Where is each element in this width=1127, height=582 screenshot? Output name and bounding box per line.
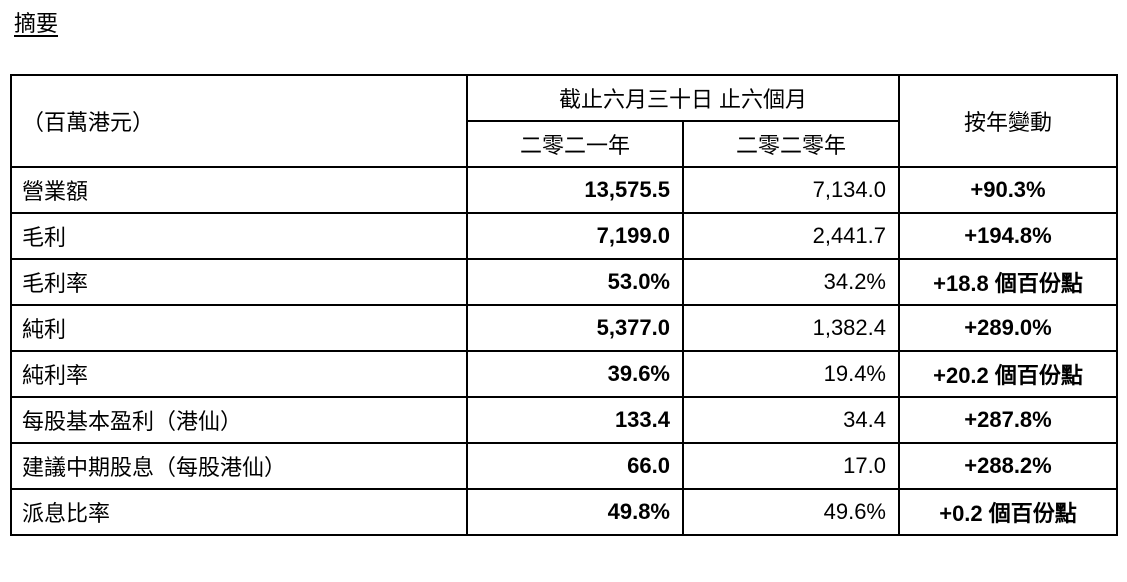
value-2020: 34.4 (682, 396, 900, 444)
data-row: 營業額 13,575.5 7,134.0 +90.3% (10, 166, 1118, 214)
value-2021: 49.8% (466, 488, 684, 536)
header-row: （百萬港元） 截止六月三十日 止六個月 按年變動 (10, 74, 1118, 168)
row-label: 純利 (10, 304, 468, 352)
period-cell: 截止六月三十日 止六個月 (466, 74, 900, 122)
value-2020: 1,382.4 (682, 304, 900, 352)
data-row: 純利率 39.6% 19.4% +20.2 個百份點 (10, 350, 1118, 398)
value-2021: 7,199.0 (466, 212, 684, 260)
data-row: 每股基本盈利（港仙） 133.4 34.4 +287.8% (10, 396, 1118, 444)
yoy-change: +194.8% (898, 212, 1118, 260)
change-header: 按年變動 (898, 74, 1118, 168)
value-2021: 39.6% (466, 350, 684, 398)
value-2020: 19.4% (682, 350, 900, 398)
summary-table: （百萬港元） 截止六月三十日 止六個月 按年變動 二零二一年 二零二零年 營業額… (10, 74, 1118, 536)
year-cell: 二零二一年 (466, 120, 684, 168)
yoy-change: +18.8 個百份點 (898, 258, 1118, 306)
yoy-change: +20.2 個百份點 (898, 350, 1118, 398)
row-label: 毛利率 (10, 258, 468, 306)
data-row: 毛利 7,199.0 2,441.7 +194.8% (10, 212, 1118, 260)
value-2021: 53.0% (466, 258, 684, 306)
section-title: 摘要 (14, 11, 59, 36)
row-label: 建議中期股息（每股港仙） (10, 442, 468, 490)
value-2021: 133.4 (466, 396, 684, 444)
value-2020: 17.0 (682, 442, 900, 490)
data-row: 純利 5,377.0 1,382.4 +289.0% (10, 304, 1118, 352)
row-label: 毛利 (10, 212, 468, 260)
value-2021: 5,377.0 (466, 304, 684, 352)
value-2020: 34.2% (682, 258, 900, 306)
unit-cell: （百萬港元） (10, 74, 468, 168)
value-2020: 7,134.0 (682, 166, 900, 214)
yoy-change: +0.2 個百份點 (898, 488, 1118, 536)
year-cell: 二零二零年 (682, 120, 900, 168)
value-2020: 2,441.7 (682, 212, 900, 260)
row-label: 每股基本盈利（港仙） (10, 396, 468, 444)
yoy-change: +90.3% (898, 166, 1118, 214)
row-label: 派息比率 (10, 488, 468, 536)
data-row: 建議中期股息（每股港仙） 66.0 17.0 +288.2% (10, 442, 1118, 490)
value-2020: 49.6% (682, 488, 900, 536)
yoy-change: +288.2% (898, 442, 1118, 490)
data-row: 毛利率 53.0% 34.2% +18.8 個百份點 (10, 258, 1118, 306)
value-2021: 13,575.5 (466, 166, 684, 214)
yoy-change: +289.0% (898, 304, 1118, 352)
value-2021: 66.0 (466, 442, 684, 490)
year-row: 二零二一年 二零二零年 (11, 120, 1117, 168)
row-label: 純利率 (10, 350, 468, 398)
data-row: 派息比率 49.8% 49.6% +0.2 個百份點 (10, 488, 1118, 536)
yoy-change: +287.8% (898, 396, 1118, 444)
row-label: 營業額 (10, 166, 468, 214)
table-body: （百萬港元） 截止六月三十日 止六個月 按年變動 二零二一年 二零二零年 營業額… (10, 74, 1118, 536)
